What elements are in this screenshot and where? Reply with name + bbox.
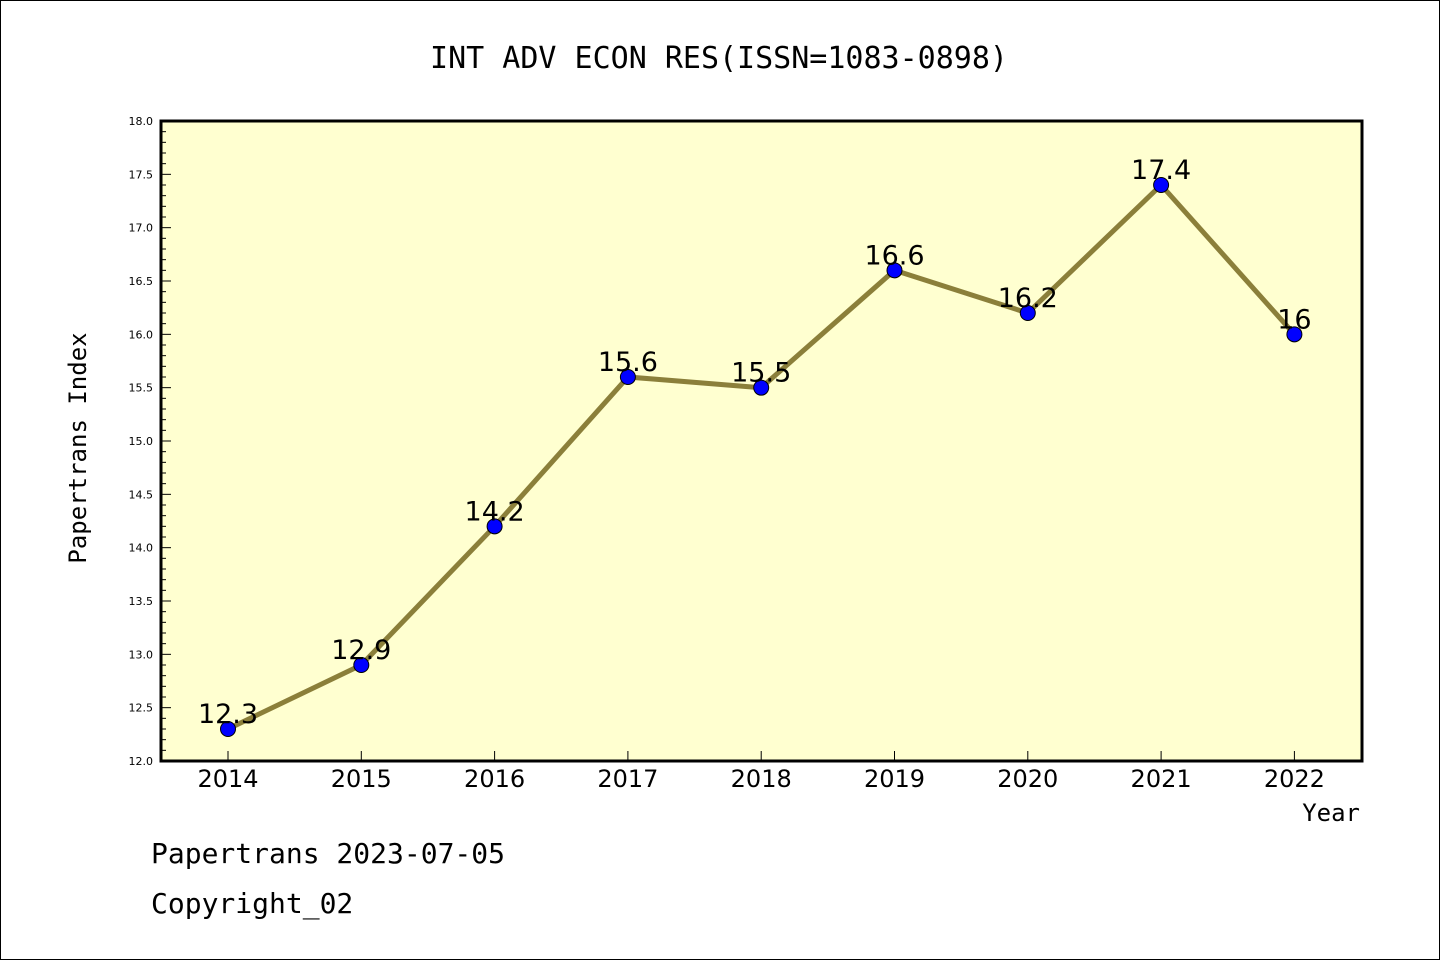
data-point [220,721,236,737]
y-axis: 12.0 12.5 13.0 13.5 14.0 14.5 15.0 15.5 16.0 16.5… [129,115,171,768]
series-group: 12.3 12.9 14.2 15.6 15.5 16.6 16.2 17.4 16 [198,155,1312,737]
footer-copyright: Copyright_02 [151,887,354,920]
y-tick-label: 16.0 [129,328,154,341]
data-point [353,657,370,673]
data-label: 15.6 [598,347,658,378]
footer-date: Papertrans 2023-07-05 [151,837,506,870]
x-tick-label: 2014 [197,765,258,793]
x-tick-label: 2021 [1131,765,1192,793]
data-point [486,518,503,535]
y-tick-label: 15.5 [129,382,154,395]
data-label: 16 [1277,304,1311,335]
data-label: 16.6 [864,240,924,271]
y-tick-label: 18.0 [129,115,154,128]
y-tick-label: 14.0 [129,542,154,555]
y-tick-label: 15.0 [129,435,154,448]
x-tick-label: 2020 [997,765,1058,793]
y-tick-label: 14.5 [129,488,154,501]
y-tick-label: 12.5 [129,702,154,715]
data-label: 17.4 [1131,155,1191,186]
data-label: 12.9 [331,635,391,666]
x-tick-label: 2022 [1264,765,1325,793]
data-label: 15.5 [731,358,791,389]
data-point [619,369,636,385]
x-tick-label: 2017 [597,765,658,793]
data-label: 14.2 [465,496,525,527]
x-tick-label: 2018 [731,765,792,793]
chart-title: INT ADV ECON RES(ISSN=1083-0898) [430,41,1008,76]
y-tick-label: 16.5 [129,275,154,288]
x-axis-title: Year [1302,799,1360,827]
y-tick-label: 13.0 [129,648,154,661]
y-tick-label: 17.0 [129,222,154,235]
y-axis-title: Papertrans Index [64,332,92,563]
plot-area [159,119,1364,763]
x-tick-label: 2015 [331,765,392,793]
y-tick-label: 13.5 [129,595,154,608]
data-point [886,262,903,279]
data-label: 12.3 [198,699,258,730]
y-tick-label: 12.0 [129,755,154,768]
x-tick-label: 2016 [464,765,525,793]
data-point [753,379,770,396]
y-tick-label: 17.5 [129,168,154,181]
x-tick-label: 2019 [864,765,925,793]
data-point [1153,177,1170,193]
data-label: 16.2 [998,283,1058,314]
data-point [1286,326,1303,343]
x-axis: 2014 2015 2016 2017 2018 2019 2020 2021 2022 [197,751,1325,793]
data-point [1019,305,1036,321]
